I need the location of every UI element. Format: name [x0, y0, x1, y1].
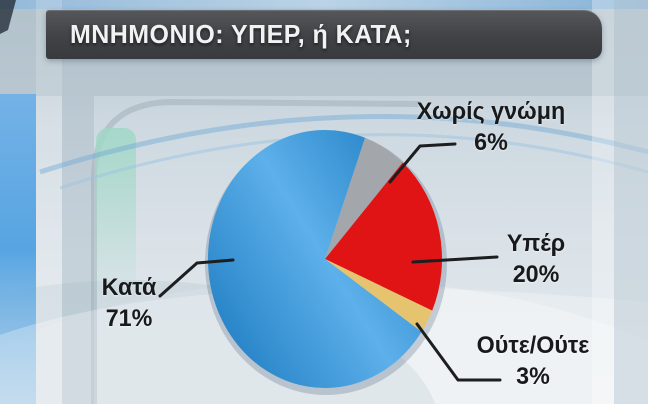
pie-label-kata: Κατά 71%	[84, 272, 173, 334]
pie-slice-1	[325, 162, 442, 311]
pie-slice-3	[207, 130, 422, 389]
pie-slice-0	[325, 137, 403, 259]
studio-glass-strip-1	[36, 0, 62, 404]
pie-slices	[207, 130, 442, 389]
slice-value: 20%	[512, 261, 560, 288]
slice-name: Χωρίς γνώμη	[416, 98, 566, 125]
leader-line-oute	[415, 322, 502, 382]
studio-teal-panel	[96, 128, 136, 303]
studio-arc-blue-1	[39, 113, 648, 175]
leader-line-kata	[158, 258, 235, 298]
studio-corner-shadow	[0, 0, 16, 34]
studio-blue-panel	[0, 94, 36, 404]
leader-line-xoris	[388, 142, 457, 184]
leader-lines	[158, 142, 502, 382]
studio-glass-strip-2	[62, 96, 94, 404]
leader-line-yper	[411, 255, 499, 264]
page-title: ΜΝΗΜΟΝΙΟ: ΥΠΕΡ, ή ΚΑΤΑ;	[70, 19, 412, 49]
title-bar: ΜΝΗΜΟΝΙΟ: ΥΠΕΡ, ή ΚΑΤΑ;	[46, 10, 602, 59]
pie-label-yper: Υπέρ 20%	[483, 228, 590, 290]
studio-panel-edge	[91, 98, 421, 404]
studio-top-strip	[0, 0, 648, 9]
studio-right-strip-1	[592, 0, 614, 404]
slice-name: Υπέρ	[506, 230, 566, 257]
slice-value: 6%	[474, 129, 508, 156]
pie-label-oute-oute: Ούτε/Ούτε 3%	[446, 330, 621, 392]
slice-value: 71%	[105, 305, 153, 332]
studio-right-strip-2	[614, 0, 648, 404]
slice-value: 3%	[516, 363, 550, 390]
slice-name: Ούτε/Ούτε	[476, 332, 590, 359]
pie-label-xoris-gnomi: Χωρίς γνώμη 6%	[399, 96, 583, 158]
pie-slice-2	[325, 259, 433, 332]
slice-name: Κατά	[101, 274, 157, 301]
